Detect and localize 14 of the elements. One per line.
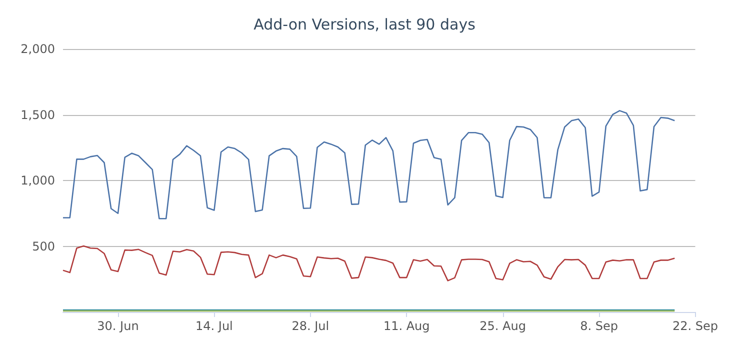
y-tick-label: 1,500 [20, 108, 55, 122]
x-tick-label: 25. Aug [480, 319, 526, 333]
y-tick-label: 2,000 [20, 42, 55, 56]
x-tick-label: 30. Jun [97, 319, 139, 333]
line-series [62, 245, 676, 282]
x-tick-label: 8. Sep [580, 319, 618, 333]
line-series [62, 110, 676, 220]
y-tick-label: 500 [32, 239, 55, 254]
x-tick-label: 11. Aug [383, 319, 430, 333]
x-tick-label: 22. Sep [672, 319, 718, 333]
x-tick-label: 28. Jul [292, 319, 330, 333]
y-tick-label: 1,000 [20, 174, 55, 188]
x-tick-label: 14. Jul [195, 319, 233, 333]
chart-title: Add-on Versions, last 90 days [254, 16, 476, 34]
